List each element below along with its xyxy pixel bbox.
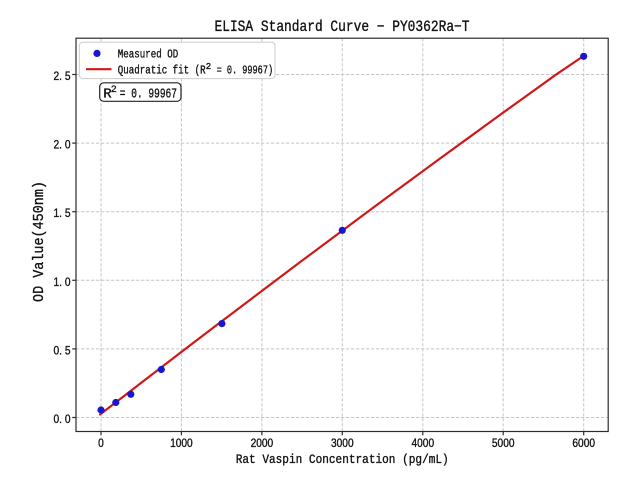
svg-text:OD Value(450nm): OD Value(450nm) [31,181,48,302]
svg-text:ELISA Standard Curve − PY0362R: ELISA Standard Curve − PY0362Ra−T [215,18,470,36]
svg-text:= 0. 99967: = 0. 99967 [120,86,177,102]
svg-text:0. 0: 0. 0 [54,412,71,426]
svg-text:6000: 6000 [572,436,595,450]
svg-text:2. 5: 2. 5 [54,69,71,83]
svg-text:R: R [103,86,112,102]
svg-text:2000: 2000 [251,436,274,450]
svg-text:4000: 4000 [412,436,435,450]
svg-text:= 0. 99967): = 0. 99967) [217,63,274,77]
svg-text:Quadratic fit (R: Quadratic fit (R [118,63,206,77]
svg-text:2: 2 [111,85,117,96]
svg-text:5000: 5000 [492,436,515,450]
svg-text:1. 0: 1. 0 [54,275,71,289]
svg-text:2: 2 [206,62,211,72]
svg-text:2. 0: 2. 0 [54,138,71,152]
svg-text:3000: 3000 [331,436,354,450]
svg-text:Measured OD: Measured OD [118,48,178,62]
svg-text:1. 5: 1. 5 [54,206,71,220]
svg-text:Rat Vaspin Concentration (pg/m: Rat Vaspin Concentration (pg/mL) [236,452,449,467]
svg-text:0. 5: 0. 5 [54,343,71,357]
svg-text:1000: 1000 [170,436,193,450]
svg-text:0: 0 [98,436,104,450]
